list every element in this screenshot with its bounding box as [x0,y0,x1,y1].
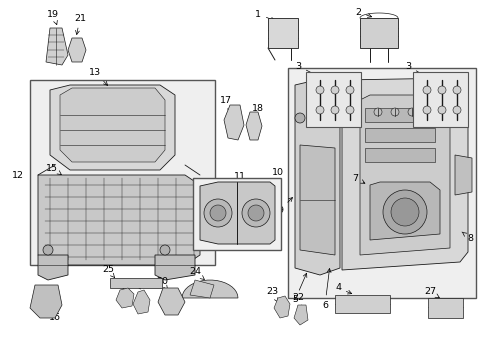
Polygon shape [359,95,449,255]
Circle shape [203,199,231,227]
Polygon shape [273,296,289,318]
Polygon shape [454,155,471,195]
Text: 10: 10 [267,167,284,183]
Circle shape [422,106,430,114]
Text: 22: 22 [291,293,304,309]
Text: 12: 12 [12,171,24,180]
Circle shape [422,86,430,94]
Circle shape [242,199,269,227]
Text: 13: 13 [89,68,107,85]
Text: 16: 16 [48,309,61,323]
Text: 3: 3 [404,62,428,78]
Text: 3: 3 [294,62,322,78]
Text: 14: 14 [66,126,84,135]
Circle shape [346,86,353,94]
Circle shape [437,86,445,94]
Text: 21: 21 [74,14,86,35]
Circle shape [390,198,418,226]
Polygon shape [245,112,262,140]
Circle shape [247,205,264,221]
Circle shape [346,106,353,114]
Text: 18: 18 [251,104,264,118]
Polygon shape [224,105,244,140]
Circle shape [373,108,381,116]
Text: 27: 27 [423,288,438,298]
Polygon shape [38,175,200,265]
Text: 7: 7 [351,174,364,183]
Polygon shape [293,305,307,325]
Text: 5: 5 [291,273,306,305]
Text: 20: 20 [156,278,168,289]
Polygon shape [294,78,339,275]
Polygon shape [341,78,467,270]
Polygon shape [267,18,297,48]
Text: 6: 6 [321,269,330,310]
Text: 1: 1 [254,9,274,21]
Polygon shape [369,182,439,240]
Polygon shape [182,280,238,298]
Bar [364,108,434,122]
Polygon shape [158,288,184,315]
Circle shape [294,113,305,123]
Polygon shape [155,255,195,280]
Text: 4: 4 [334,284,351,294]
Text: 17: 17 [220,95,231,112]
Polygon shape [299,145,334,255]
Text: 11: 11 [234,171,245,185]
Polygon shape [60,88,164,162]
Circle shape [330,86,338,94]
Circle shape [330,106,338,114]
Text: 24: 24 [189,267,204,279]
Polygon shape [359,18,397,48]
Bar [334,295,389,313]
Circle shape [315,106,324,114]
Circle shape [382,190,426,234]
Text: 2: 2 [354,8,371,17]
Text: 26: 26 [116,280,128,289]
Text: 15: 15 [46,163,61,175]
Text: 19: 19 [47,9,59,24]
Bar [30,80,215,265]
Circle shape [209,205,225,221]
Bar [110,278,162,288]
Circle shape [160,245,170,255]
Polygon shape [200,182,274,244]
Circle shape [452,106,460,114]
Bar [364,128,434,142]
Text: 8: 8 [461,232,472,243]
Text: 9: 9 [276,198,292,215]
Circle shape [452,86,460,94]
Text: 23: 23 [265,288,278,302]
Polygon shape [133,290,150,314]
Bar [427,298,462,318]
Bar [412,72,467,127]
Circle shape [390,108,398,116]
Polygon shape [68,38,86,62]
Polygon shape [116,288,134,308]
Polygon shape [50,85,175,170]
Circle shape [407,108,415,116]
Bar [364,148,434,162]
Polygon shape [190,280,214,298]
Bar [193,178,281,250]
Bar [305,72,360,127]
Text: 21: 21 [132,280,143,289]
Polygon shape [46,28,68,65]
Polygon shape [30,285,62,318]
Polygon shape [38,255,68,280]
Text: 25: 25 [102,266,114,278]
Circle shape [315,86,324,94]
Bar [287,68,475,298]
Circle shape [437,106,445,114]
Circle shape [43,245,53,255]
